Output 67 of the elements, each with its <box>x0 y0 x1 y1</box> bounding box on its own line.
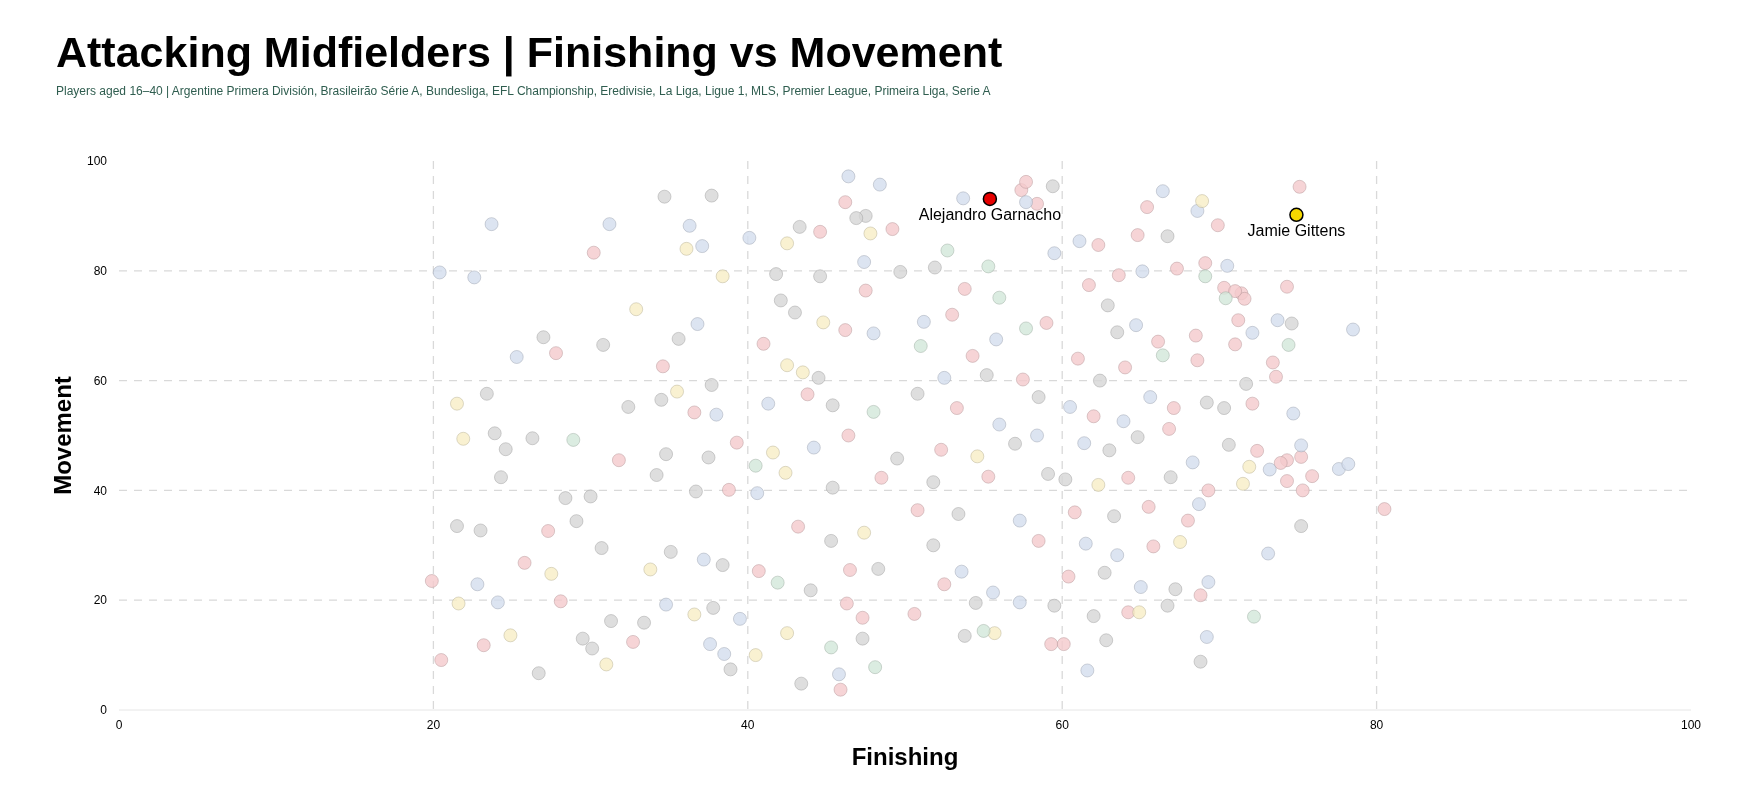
point <box>780 236 795 251</box>
point <box>1195 194 1210 209</box>
point <box>1132 605 1147 620</box>
y-tick-label: 20 <box>93 593 108 608</box>
point <box>795 365 810 380</box>
point <box>679 241 694 256</box>
point <box>456 431 471 446</box>
point <box>643 562 658 577</box>
point <box>451 596 466 611</box>
point <box>1242 459 1257 474</box>
x-tick-label: 100 <box>1680 718 1702 732</box>
point <box>780 358 795 373</box>
point <box>970 449 985 464</box>
point <box>1246 609 1261 624</box>
point <box>503 628 518 643</box>
y-tick-label: 40 <box>93 483 108 498</box>
point <box>1019 321 1034 336</box>
point <box>748 648 763 663</box>
y-tick-label: 60 <box>93 373 108 388</box>
point <box>816 315 831 330</box>
point <box>687 607 702 622</box>
x-tick-label: 80 <box>1369 718 1384 732</box>
point <box>780 626 795 641</box>
y-axis-title: Movement <box>49 376 76 495</box>
x-axis-title: Finishing <box>851 743 959 770</box>
point <box>1198 269 1213 284</box>
point <box>599 657 614 672</box>
point <box>748 458 763 473</box>
point <box>566 432 581 447</box>
point <box>857 525 872 540</box>
point <box>1281 337 1296 352</box>
point <box>770 575 785 590</box>
point <box>629 302 644 317</box>
y-tick-label: 100 <box>86 154 108 169</box>
point <box>1173 535 1188 549</box>
y-tick-label: 80 <box>93 264 108 278</box>
point <box>1091 477 1106 492</box>
point <box>1155 348 1170 363</box>
point <box>913 339 928 353</box>
point <box>982 191 998 207</box>
point <box>544 566 559 581</box>
point <box>824 640 839 655</box>
point <box>987 626 1002 641</box>
x-tick-label: 40 <box>741 718 755 732</box>
chart-title: Attacking Midfielders | Finishing vs Movement <box>56 28 1003 77</box>
point <box>992 290 1007 305</box>
point <box>863 226 878 241</box>
point <box>1235 476 1250 491</box>
x-tick-label: 20 <box>426 718 441 732</box>
point <box>765 445 780 460</box>
series-label: Jamie Gittens <box>1247 221 1346 239</box>
point <box>981 259 996 274</box>
x-tick-label: 60 <box>1055 718 1070 732</box>
x-tick-label: 0 <box>115 718 123 732</box>
point <box>778 465 793 480</box>
y-tick-label: 0 <box>100 703 108 718</box>
point <box>715 269 730 284</box>
point <box>976 623 991 638</box>
point <box>868 660 883 675</box>
chart-subtitle: Players aged 16–40 | Argentine Primera División, Brasileirão Série A, Bundesliga, EFL Championship, Eredivisie, La Liga, Ligue 1, MLS, Premier League, Primeira Liga, Serie A <box>56 84 991 98</box>
point <box>866 404 881 419</box>
point <box>1289 207 1304 223</box>
point <box>1218 291 1233 306</box>
point <box>449 396 464 411</box>
point <box>670 384 685 399</box>
point <box>940 243 955 258</box>
series-label: Alejandro Garnacho <box>918 205 1062 223</box>
